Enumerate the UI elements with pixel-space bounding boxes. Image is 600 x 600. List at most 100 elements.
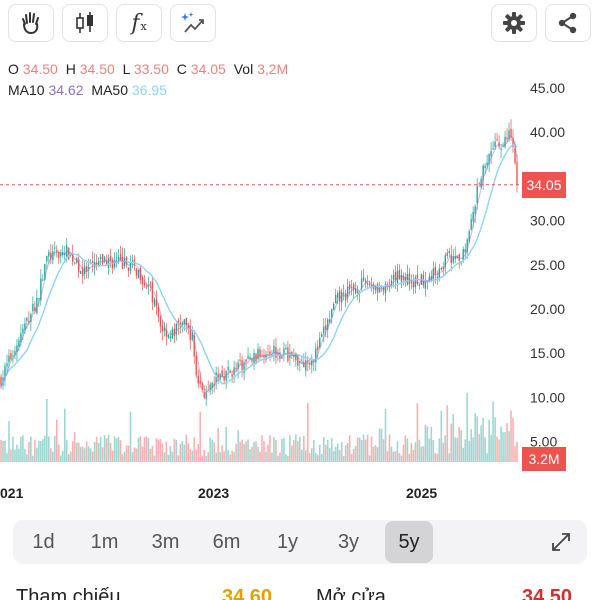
volume-bar bbox=[143, 437, 146, 462]
candle-body bbox=[338, 290, 341, 302]
volume-bar bbox=[301, 449, 303, 462]
volume-bar bbox=[464, 439, 467, 462]
volume-bar bbox=[231, 450, 233, 462]
candle-body bbox=[50, 252, 52, 259]
candle-body bbox=[141, 276, 144, 285]
candle-body bbox=[221, 370, 223, 377]
candle-body bbox=[378, 287, 381, 293]
candle-body bbox=[127, 267, 130, 271]
candle-body bbox=[354, 288, 357, 294]
period-3y[interactable]: 3y bbox=[337, 530, 360, 553]
settings-button[interactable] bbox=[491, 4, 537, 42]
candle-body bbox=[117, 256, 120, 260]
hand-icon bbox=[22, 12, 39, 35]
candle-body bbox=[129, 262, 132, 271]
volume-bar bbox=[289, 435, 291, 462]
candle-body bbox=[327, 319, 329, 330]
volume-bar bbox=[219, 451, 221, 462]
volume-bar bbox=[161, 443, 164, 462]
volume-bar bbox=[281, 439, 283, 462]
candle-body bbox=[448, 251, 450, 254]
share-button[interactable] bbox=[545, 4, 591, 42]
candle-body bbox=[307, 360, 309, 363]
volume-bar bbox=[512, 417, 514, 462]
open-value: 34.50 bbox=[22, 61, 58, 77]
volume-bar bbox=[506, 423, 508, 462]
indicator-button[interactable]: fx bbox=[116, 4, 162, 42]
volume-bar bbox=[131, 452, 134, 462]
volume-bar bbox=[307, 402, 309, 462]
volume-bar bbox=[316, 455, 319, 462]
candle-body bbox=[267, 354, 269, 356]
candle-body bbox=[364, 280, 367, 284]
volume-bar bbox=[271, 452, 273, 462]
volume-bar bbox=[32, 455, 34, 462]
volume-bar bbox=[372, 446, 375, 462]
fullscreen-button[interactable] bbox=[549, 530, 573, 559]
ohlc-legend: O 34.50 H 34.50 L 33.50 C 34.05 Vol 3,2M bbox=[8, 61, 292, 77]
volume-bar bbox=[249, 449, 251, 462]
candle-body bbox=[279, 352, 281, 359]
volume-bar bbox=[69, 451, 72, 462]
volume-bar bbox=[139, 436, 142, 462]
period-3m[interactable]: 3m bbox=[151, 530, 180, 553]
open-price-label: Mở cửa bbox=[316, 586, 386, 600]
volume-bar bbox=[187, 443, 190, 462]
volume-bar bbox=[191, 450, 194, 462]
period-1d[interactable]: 1d bbox=[32, 530, 55, 553]
period-5y[interactable]: 5y bbox=[385, 521, 433, 563]
candle-body bbox=[368, 284, 371, 286]
candle-body bbox=[52, 251, 54, 261]
volume-bar bbox=[299, 436, 301, 462]
volume-bar bbox=[2, 440, 4, 462]
candle-body bbox=[20, 333, 22, 343]
period-1m[interactable]: 1m bbox=[90, 530, 119, 553]
candle-body bbox=[450, 254, 452, 264]
candle-body bbox=[271, 354, 273, 356]
y-tick-label: 40.00 bbox=[530, 124, 565, 140]
volume-bar bbox=[91, 451, 94, 462]
volume-bar bbox=[384, 409, 387, 462]
volume-bar bbox=[151, 445, 154, 462]
candle-body bbox=[171, 329, 174, 339]
candle-body bbox=[400, 274, 403, 282]
period-6m[interactable]: 6m bbox=[212, 530, 241, 553]
candle-body bbox=[123, 257, 126, 267]
candle-body bbox=[165, 329, 168, 337]
price-chart[interactable]: 45.0040.0035.0030.0025.0020.0015.0010.00… bbox=[0, 80, 600, 510]
volume-bar bbox=[141, 446, 144, 462]
period-1y[interactable]: 1y bbox=[276, 530, 299, 553]
candle-body bbox=[143, 282, 146, 286]
candle-body bbox=[269, 351, 271, 355]
volume-bar bbox=[165, 441, 168, 462]
candle-body bbox=[247, 356, 249, 359]
candle-body bbox=[199, 380, 201, 384]
volume-bar bbox=[103, 435, 106, 462]
volume-bar bbox=[77, 442, 80, 462]
candle-body bbox=[428, 276, 431, 281]
volume-bar bbox=[40, 441, 42, 462]
volume-bar bbox=[434, 453, 437, 462]
y-tick-label: 10.00 bbox=[530, 389, 565, 405]
volume-bar bbox=[376, 447, 379, 462]
candle-body bbox=[131, 260, 134, 262]
candle-body bbox=[295, 352, 297, 361]
candle-type-button[interactable] bbox=[62, 4, 108, 42]
volume-bar bbox=[101, 447, 104, 462]
volume-bar bbox=[115, 438, 118, 462]
candle-body bbox=[384, 283, 387, 294]
volume-bar bbox=[199, 411, 202, 462]
volume-bar bbox=[303, 436, 305, 462]
drawing-tool-button[interactable] bbox=[170, 4, 216, 42]
candle-body bbox=[333, 303, 335, 311]
chart-toolbar: fx bbox=[0, 0, 600, 48]
volume-bar bbox=[55, 419, 58, 462]
volume-bar bbox=[287, 455, 289, 462]
volume-bar bbox=[508, 431, 510, 462]
hand-tool-button[interactable] bbox=[8, 4, 54, 42]
volume-bar bbox=[121, 454, 124, 462]
magic-draw-icon bbox=[181, 12, 204, 33]
candle-body bbox=[151, 281, 154, 303]
candle-body bbox=[352, 283, 355, 291]
candle-body bbox=[72, 254, 74, 262]
